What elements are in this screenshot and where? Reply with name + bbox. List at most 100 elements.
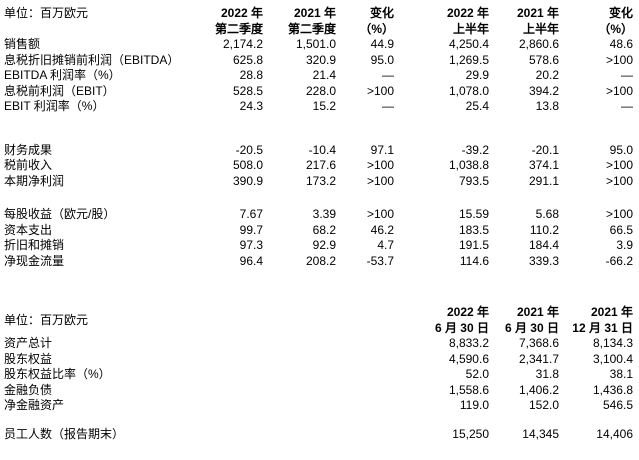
col-header-2022-jun30-sub: 6 月 30 日 [434,320,489,335]
value-cell: >100 [605,52,633,67]
value-cell: 14,345 [522,426,559,441]
table-row-eps: 每股收益（欧元/股） 7.67 3.39 >100 15.59 5.68 >10… [0,207,633,223]
value-cell: 1,078.0 [448,83,489,98]
value-cell: 4,250.4 [448,37,489,51]
col-header-2021-jun30-sub: 6 月 30 日 [504,320,559,335]
col-header-2022-h1-sub: 上半年 [452,21,489,36]
table-row-financial-liabilities: 金融负债 1,558.6 1,406.2 1,436.8 [0,383,633,399]
col-header-2021-q2-sub: 第二季度 [287,21,336,36]
value-cell: 793.5 [458,173,489,188]
value-cell: 31.8 [535,367,559,381]
value-cell: 114.6 [459,253,489,268]
value-cell: — [621,99,633,113]
table-row-ebitda: 息税折旧摊销前利润（EBITDA） 625.8 320.9 95.0 1,269… [0,53,633,69]
row-label: EBIT 利润率（%） [4,99,105,113]
value-cell: 1,501.0 [295,37,336,51]
value-cell: 4.7 [377,238,394,252]
value-cell: 3.9 [616,238,633,252]
value-cell: 217.6 [305,158,336,172]
col-header-2022-jun30: 2022 年 [446,305,489,319]
row-label: 资产总计 [4,336,53,350]
table-row-total-assets: 资产总计 8,833.2 7,368.6 8,134.3 [0,336,633,352]
value-cell: 390.9 [232,173,263,188]
col-header-change-q-sub: （%） [359,21,394,36]
value-cell: 625.8 [232,52,263,67]
table-row-ebit-margin: EBIT 利润率（%） 24.3 15.2 — 25.4 13.8 — [0,99,633,115]
row-label: 每股收益（欧元/股） [4,207,116,221]
value-cell: >100 [366,173,394,188]
table-row-sales: 销售额 2,174.2 1,501.0 44.9 4,250.4 2,860.6… [0,37,633,53]
table-row-equity: 股东权益 4,590.6 2,341.7 3,100.4 [0,352,633,368]
value-cell: 528.5 [232,83,263,98]
table-row-net-income: 本期净利润 390.9 173.2 >100 793.5 291.1 >100 [0,174,633,190]
value-cell: -20.5 [235,142,263,157]
table-row-pretax-income: 税前收入 508.0 217.6 >100 1,038.8 374.1 >100 [0,158,633,174]
header-row-line1: 单位：百万欧元 2022 年 2021 年 变化 2022 年 2021 年 变… [0,6,633,22]
header-row-line2: 6 月 30 日 6 月 30 日 12 月 31 日 [0,321,633,337]
value-cell: -66.2 [605,253,633,268]
value-cell: — [382,99,394,113]
row-label: 净金融资产 [4,398,65,412]
unit-label: 单位：百万欧元 [4,312,89,327]
value-cell: — [382,68,394,82]
row-label: 税前收入 [4,158,53,172]
section-spacer [0,414,633,427]
row-label: 股东权益比率（%） [4,367,111,381]
row-label: 销售额 [4,37,41,51]
value-cell: >100 [605,173,633,188]
value-cell: 578.6 [528,52,559,67]
value-cell: 1,558.6 [448,382,489,397]
row-label: 股东权益 [4,351,53,366]
value-cell: 228.0 [305,83,336,98]
value-cell: 2,174.2 [222,37,263,51]
col-header-2021-h1: 2021 年 [516,6,559,20]
col-header-2022-q2: 2022 年 [220,6,263,20]
value-cell: -20.1 [531,142,559,157]
value-cell: 95.0 [370,52,394,67]
col-header-2021-h1-sub: 上半年 [522,21,559,36]
value-cell: — [621,68,633,82]
value-cell: 1,436.8 [592,382,633,397]
col-header-2021-dec31-sub: 12 月 31 日 [572,320,633,335]
value-cell: 48.6 [609,37,633,51]
col-header-change-h-sub: （%） [598,21,633,36]
value-cell: 119.0 [459,398,489,412]
table-row-capex: 资本支出 99.7 68.2 46.2 183.5 110.2 66.5 [0,223,633,239]
value-cell: 3.39 [312,207,336,221]
table-row-net-cash-flow: 净现金流量 96.4 208.2 -53.7 114.6 339.3 -66.2 [0,254,633,270]
col-header-change-h: 变化 [608,6,633,20]
value-cell: 96.4 [239,253,263,268]
value-cell: 7.67 [239,207,263,221]
section-spacer [0,115,633,143]
value-cell: -53.7 [366,253,394,268]
table-row-equity-ratio: 股东权益比率（%） 52.0 31.8 38.1 [0,367,633,383]
col-header-2021-jun30: 2021 年 [516,305,559,319]
value-cell: 28.8 [239,68,263,82]
row-label: 金融负债 [4,382,53,397]
value-cell: 1,038.8 [448,158,489,172]
value-cell: 4,590.6 [448,351,489,366]
value-cell: >100 [366,207,394,221]
value-cell: >100 [605,207,633,221]
value-cell: 320.9 [305,52,336,67]
value-cell: 21.4 [312,68,336,82]
row-label: 本期净利润 [4,173,65,188]
value-cell: 15.59 [458,207,489,221]
value-cell: 7,368.6 [518,336,559,350]
row-label: EBITDA 利润率（%） [4,68,121,82]
row-label: 息税前利润（EBIT） [4,83,115,98]
value-cell: 8,833.2 [448,336,489,350]
value-cell: 97.3 [239,238,263,252]
value-cell: >100 [366,83,394,98]
value-cell: 13.8 [535,99,559,113]
value-cell: 1,406.2 [518,382,559,397]
value-cell: 3,100.4 [592,351,633,366]
row-label: 员工人数（报告期末） [4,426,125,441]
value-cell: 46.2 [370,222,394,237]
table-row-net-financial-assets: 净金融资产 119.0 152.0 546.5 [0,398,633,414]
value-cell: 99.7 [239,222,263,237]
value-cell: 97.1 [370,142,394,157]
col-header-change-q: 变化 [369,6,394,20]
value-cell: 173.2 [305,173,336,188]
value-cell: 24.3 [239,99,263,113]
